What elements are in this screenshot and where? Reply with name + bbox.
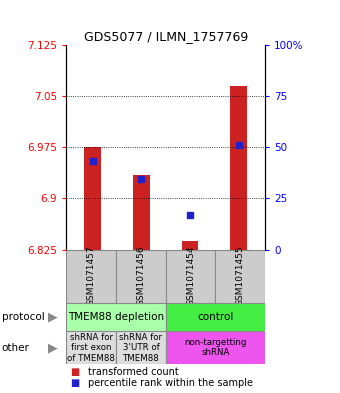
- Bar: [166, 250, 216, 303]
- Text: GSM1071456: GSM1071456: [136, 246, 146, 307]
- Bar: [166, 331, 265, 364]
- Bar: [116, 250, 166, 303]
- Text: shRNA for
first exon
of TMEM88: shRNA for first exon of TMEM88: [67, 333, 115, 362]
- Text: control: control: [197, 312, 234, 322]
- Text: GSM1071454: GSM1071454: [186, 246, 195, 306]
- Text: GSM1071457: GSM1071457: [87, 246, 96, 307]
- Text: other: other: [2, 343, 30, 353]
- Text: ■: ■: [70, 367, 79, 378]
- Text: percentile rank within the sample: percentile rank within the sample: [88, 378, 253, 388]
- Text: GSM1071455: GSM1071455: [236, 246, 245, 307]
- Text: ▶: ▶: [48, 341, 57, 354]
- Text: TMEM88 depletion: TMEM88 depletion: [68, 312, 164, 322]
- Bar: [85, 147, 101, 250]
- Bar: [230, 86, 247, 250]
- Bar: [216, 250, 265, 303]
- Bar: [66, 331, 116, 364]
- Text: non-targetting
shRNA: non-targetting shRNA: [184, 338, 246, 357]
- Bar: [66, 303, 166, 331]
- Text: ■: ■: [70, 378, 79, 388]
- Bar: [133, 174, 150, 250]
- Bar: [116, 331, 166, 364]
- Bar: [66, 250, 116, 303]
- Bar: [166, 303, 265, 331]
- Text: ▶: ▶: [48, 310, 57, 323]
- Text: protocol: protocol: [2, 312, 45, 322]
- Bar: [182, 241, 199, 250]
- Text: shRNA for
3'UTR of
TMEM88: shRNA for 3'UTR of TMEM88: [119, 333, 163, 362]
- Title: GDS5077 / ILMN_1757769: GDS5077 / ILMN_1757769: [84, 29, 248, 42]
- Text: transformed count: transformed count: [88, 367, 179, 378]
